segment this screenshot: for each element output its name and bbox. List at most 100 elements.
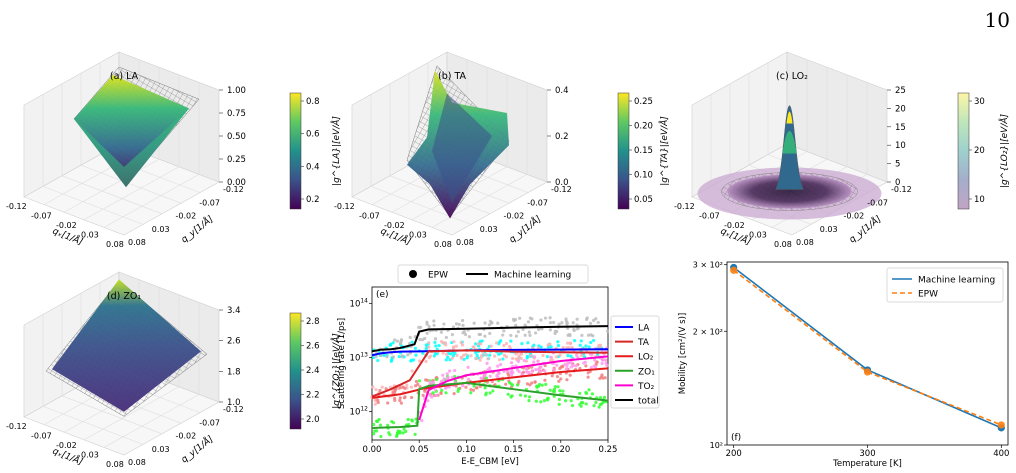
epw-point bbox=[532, 360, 536, 364]
epw-point bbox=[424, 359, 428, 364]
legend-label: TO₂ bbox=[637, 382, 655, 392]
x-axis-label: E-E_CBM [eV] bbox=[461, 457, 519, 467]
epw-point bbox=[425, 331, 429, 335]
epw-point bbox=[548, 328, 552, 332]
epw-point bbox=[539, 400, 543, 404]
epw-point bbox=[375, 419, 380, 424]
epw-point bbox=[565, 378, 569, 382]
colorbar-tick-label: 2.0 bbox=[306, 415, 320, 425]
epw-point bbox=[560, 365, 564, 369]
epw-point bbox=[502, 353, 507, 357]
epw-point bbox=[541, 353, 545, 358]
panel-title: (b) TA bbox=[438, 71, 467, 82]
epw-point bbox=[399, 401, 403, 405]
epw-point bbox=[552, 368, 556, 372]
epw-point bbox=[457, 322, 461, 327]
epw-point bbox=[439, 330, 443, 334]
epw-point bbox=[427, 356, 431, 360]
y-tick-label: 2 × 10² bbox=[693, 327, 723, 336]
grid-line bbox=[42, 406, 144, 445]
ml-line-total bbox=[371, 325, 609, 353]
epw-point bbox=[486, 357, 490, 361]
ml-line-ZO₁ bbox=[371, 381, 609, 429]
z-tick-label: 0.25 bbox=[227, 155, 246, 165]
epw-point bbox=[546, 398, 550, 402]
x-tick-label: 0.05 bbox=[410, 445, 429, 455]
epw-point bbox=[593, 358, 597, 362]
epw-point bbox=[409, 385, 414, 389]
epw-point bbox=[442, 322, 446, 326]
epw-point bbox=[527, 395, 532, 399]
qx-tick-label: 0.08 bbox=[774, 240, 792, 249]
epw-point bbox=[548, 316, 552, 320]
grid-line bbox=[103, 394, 200, 448]
qy-tick-label: -0.02 bbox=[504, 212, 525, 221]
epw-point bbox=[564, 367, 569, 371]
epw-point bbox=[517, 354, 521, 359]
epw-point bbox=[510, 394, 514, 398]
colorbar-label: |g^{TA}|[eV/Å] bbox=[658, 116, 670, 186]
epw-point bbox=[558, 389, 562, 393]
peak-mid bbox=[782, 131, 797, 154]
x-tick-label: 200 bbox=[726, 449, 742, 459]
epw-point bbox=[568, 342, 572, 346]
qy-tick-label: -0.07 bbox=[199, 198, 220, 207]
epw-point bbox=[557, 322, 561, 326]
epw-point bbox=[445, 372, 449, 376]
epw-point bbox=[461, 318, 465, 323]
x-tick-label: 0.00 bbox=[363, 445, 382, 455]
epw-point bbox=[582, 361, 586, 365]
epw-point bbox=[400, 354, 404, 358]
grid-line bbox=[63, 158, 160, 213]
epw-point bbox=[473, 342, 478, 346]
epw-point bbox=[584, 402, 588, 406]
epw-point bbox=[515, 383, 520, 387]
epw-point bbox=[526, 320, 531, 324]
qx-tick-label: 0.08 bbox=[106, 240, 124, 249]
epw-point bbox=[487, 323, 491, 327]
colorbar-tick-label: 0.25 bbox=[634, 97, 653, 107]
surface-ridge bbox=[74, 108, 189, 188]
epw-point bbox=[408, 335, 412, 339]
epw-point bbox=[379, 434, 383, 439]
epw-point bbox=[464, 385, 468, 389]
epw-point bbox=[453, 368, 457, 373]
epw-point bbox=[516, 359, 521, 363]
epw-point bbox=[413, 432, 417, 437]
epw-point bbox=[519, 352, 524, 356]
y-axis-label: Mobility [cm²/(V s)] bbox=[678, 313, 688, 395]
epw-point bbox=[461, 323, 465, 327]
epw-point bbox=[600, 361, 604, 366]
epw-point bbox=[376, 400, 380, 405]
epw-point bbox=[598, 402, 603, 407]
epw-point bbox=[427, 341, 431, 345]
epw-point bbox=[566, 333, 570, 337]
qx-tick-label: 0.03 bbox=[81, 451, 99, 460]
epw-point bbox=[584, 344, 588, 348]
epw-point bbox=[386, 423, 390, 427]
epw-point bbox=[536, 327, 541, 332]
colorbar-tick-label: 2.8 bbox=[306, 317, 320, 327]
epw-point bbox=[578, 391, 582, 396]
epw-point bbox=[580, 333, 584, 337]
z-tick-label: 0.2 bbox=[555, 132, 569, 142]
qy-tick-label: 0.03 bbox=[152, 445, 170, 454]
panel-label: (f) bbox=[731, 433, 741, 443]
epw-point bbox=[501, 333, 505, 337]
qy-tick-label: 0.08 bbox=[456, 238, 474, 247]
epw-point bbox=[449, 352, 453, 356]
epw-point bbox=[514, 357, 518, 361]
z-tick-label: 15 bbox=[895, 123, 906, 133]
epw-point bbox=[376, 398, 380, 402]
epw-point bbox=[555, 374, 560, 379]
legend: Machine learning EPW bbox=[886, 267, 1004, 303]
epw-point bbox=[589, 365, 593, 370]
epw-marker bbox=[409, 270, 417, 278]
epw-point bbox=[566, 354, 570, 358]
grid-line bbox=[80, 164, 182, 204]
epw-point bbox=[506, 369, 510, 374]
epw-point bbox=[555, 363, 559, 367]
z-tick-label: 0.4 bbox=[555, 86, 569, 96]
epw-point bbox=[598, 343, 603, 347]
epw-point bbox=[587, 388, 591, 392]
